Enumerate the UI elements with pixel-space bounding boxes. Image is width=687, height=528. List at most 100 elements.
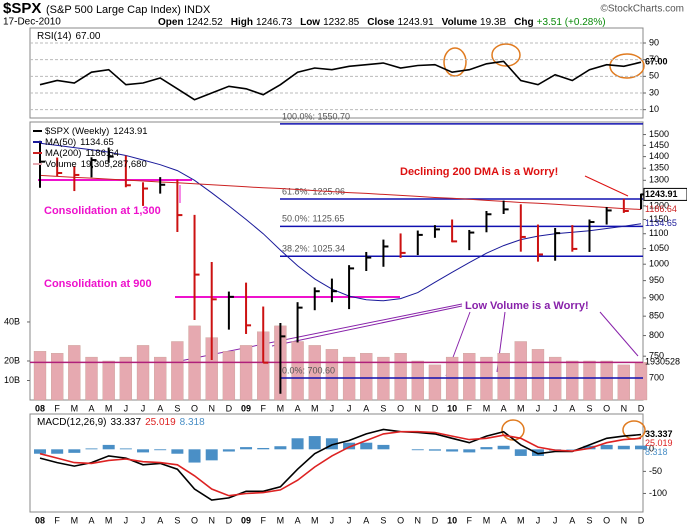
x-tick-label: A: [569, 515, 575, 525]
y-tick-label: 30: [649, 87, 659, 97]
series-line: [39, 142, 642, 302]
histogram-bar: [274, 446, 287, 450]
legend-value: 33.337: [110, 417, 141, 428]
y-tick-label: 850: [649, 311, 664, 321]
legend-value: 1243.91: [113, 126, 147, 137]
legend-value: 1186.64: [85, 148, 119, 159]
symbol: $SPX: [3, 0, 41, 17]
histogram-bar: [583, 445, 596, 450]
quote-value: 19.3B: [480, 17, 506, 28]
legend-name: RSI(14): [37, 31, 71, 42]
x-tick-label: O: [603, 515, 610, 525]
annotation: Low Volume is a Worry!: [465, 300, 589, 312]
legend: Volume 19,305,287,680: [45, 159, 147, 170]
x-tick-label: J: [124, 403, 129, 413]
x-tick-label: 09: [241, 515, 251, 525]
x-tick-label: M: [105, 515, 113, 525]
legend: RSI(14) 67.00: [37, 31, 101, 42]
volume-bar: [119, 356, 133, 401]
x-tick-label: A: [295, 515, 301, 525]
x-tick-label: N: [415, 403, 422, 413]
volume-bar: [33, 351, 47, 401]
histogram-bar: [497, 445, 510, 450]
x-tick-label: F: [54, 515, 60, 525]
quote-value: 1232.85: [323, 17, 360, 28]
x-tick-label: M: [517, 515, 525, 525]
quote-label: Chg: [514, 17, 533, 28]
x-tick-label: A: [89, 515, 95, 525]
x-tick-label: F: [467, 403, 473, 413]
fib-label: 0.0%: 700.60: [282, 365, 335, 375]
highlight: [491, 43, 521, 67]
last-value-box: [643, 187, 687, 201]
volume-bar: [222, 351, 236, 401]
y-tick-label: 800: [649, 330, 664, 340]
x-tick-label: 10: [447, 515, 457, 525]
x-tick-label: S: [380, 403, 386, 413]
x-tick-label: J: [141, 515, 146, 525]
y-tick-label: 1400: [649, 151, 669, 161]
quote-label: High: [231, 17, 253, 28]
legend-value: 19,305,287,680: [81, 159, 147, 170]
x-tick-label: J: [536, 515, 541, 525]
credit: ©StockCharts.com: [600, 4, 684, 15]
y-tick-label: 700: [649, 373, 664, 383]
volume-bar: [463, 353, 476, 401]
series-line: [39, 174, 642, 210]
volume-bar: [102, 360, 115, 401]
x-tick-label: D: [638, 403, 645, 413]
x-tick-label: M: [311, 515, 319, 525]
x-tick-label: J: [330, 515, 335, 525]
x-tick-label: A: [363, 515, 369, 525]
y-tick-label: 1500: [649, 129, 669, 139]
symbol-name: (S&P 500 Large Cap Index) INDX: [46, 4, 211, 16]
volume-bar: [136, 345, 150, 401]
histogram-bar: [291, 438, 304, 450]
x-tick-label: N: [208, 515, 215, 525]
volume-bar: [411, 360, 424, 401]
volume-bar: [154, 356, 167, 401]
x-tick-label: O: [397, 515, 404, 525]
histogram-bar: [102, 444, 115, 450]
quote-label: Volume: [442, 17, 478, 28]
x-tick-label: J: [330, 403, 335, 413]
y-tick-label: -100: [649, 488, 667, 498]
histogram-bar: [411, 449, 424, 451]
volume-bar: [583, 360, 596, 401]
x-tick-label: M: [517, 403, 525, 413]
x-tick-label: N: [415, 515, 422, 525]
y-tick-label: 1200: [649, 200, 669, 210]
volume-bar: [171, 341, 184, 401]
legend-name: MACD(12,26,9): [37, 417, 106, 428]
annotation: Consolidation at 1,300: [44, 205, 161, 217]
x-tick-label: J: [124, 515, 129, 525]
histogram-bar: [85, 448, 98, 450]
histogram-bar: [480, 447, 493, 450]
volume-bar: [600, 360, 613, 401]
x-tick-label: D: [432, 515, 439, 525]
x-tick-label: J: [141, 403, 146, 413]
y-tick-label: 1150: [649, 214, 668, 224]
volume-bar: [497, 353, 510, 401]
volume-bar: [634, 362, 648, 401]
histogram-bar: [240, 447, 253, 450]
x-tick-label: J: [347, 515, 352, 525]
histogram-bar: [34, 449, 46, 454]
series-line: [39, 60, 642, 101]
last-value-label: 33.337: [645, 429, 673, 439]
y2-tick-label: 10B: [4, 375, 20, 385]
x-tick-label: O: [397, 403, 404, 413]
x-tick-label: M: [71, 515, 79, 525]
fib-label: 38.2%: 1025.34: [282, 244, 345, 254]
x-tick-label: S: [380, 515, 386, 525]
x-tick-label: D: [226, 403, 233, 413]
histogram-bar: [222, 449, 235, 452]
legend-name: MA(200): [45, 148, 81, 159]
volume-bar: [360, 353, 373, 401]
x-tick-label: S: [586, 403, 592, 413]
histogram-bar: [360, 442, 373, 450]
volume-bar: [428, 364, 442, 401]
volume-bar: [68, 345, 81, 401]
y2-tick-label: 40B: [4, 316, 20, 326]
